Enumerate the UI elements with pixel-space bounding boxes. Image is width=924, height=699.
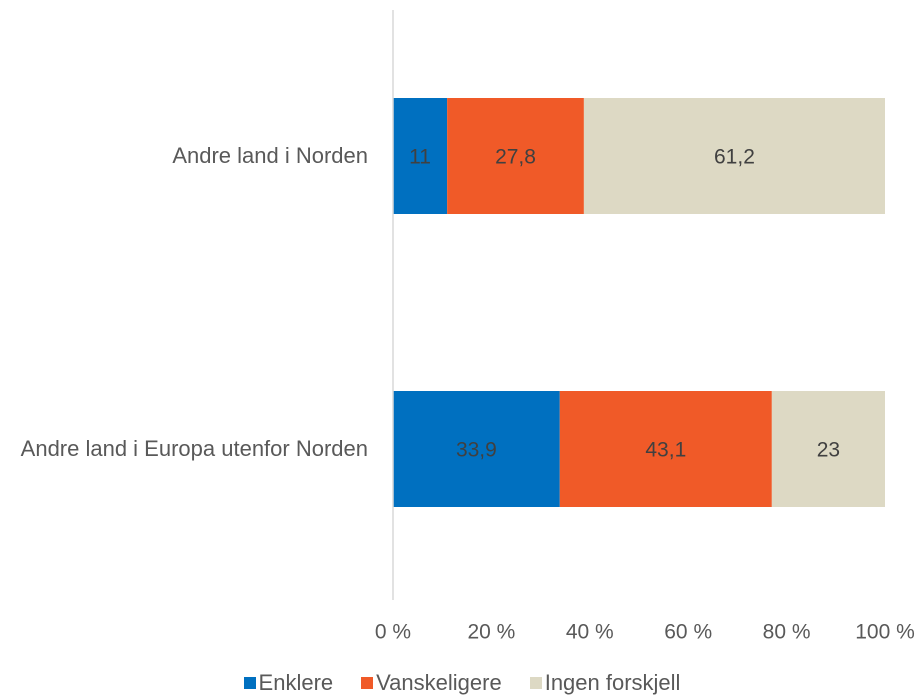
category-label: Andre land i Norden [172, 143, 368, 168]
legend-label: Enklere [258, 670, 334, 695]
data-label: 23 [817, 439, 840, 462]
category-label-box: Andre land i Norden [0, 141, 368, 171]
legend-entry: Enklere [243, 670, 334, 696]
data-label: 27,8 [495, 146, 536, 169]
x-tick-label: 40 % [566, 621, 614, 644]
x-tick-label: 60 % [664, 621, 712, 644]
bar-segment [447, 98, 584, 214]
data-label: 33,9 [456, 439, 497, 462]
category-label-box: Andre land i Europa utenfor Norden [0, 434, 368, 464]
data-label: 43,1 [645, 439, 686, 462]
legend: Enklere Vanskeligere Ingen forskjell [0, 670, 924, 696]
bar-segment [393, 98, 448, 214]
x-tick-label: 100 % [855, 621, 915, 644]
legend-entry: Ingen forskjell [529, 670, 681, 696]
x-tick-label: 20 % [467, 621, 515, 644]
bar-segment [393, 391, 560, 507]
bar-segment [583, 98, 885, 214]
bar-segment [771, 391, 885, 507]
legend-label: Ingen forskjell [544, 670, 681, 695]
legend-swatch [361, 677, 374, 689]
bar-segment [559, 391, 772, 507]
x-tick-label: 0 % [375, 621, 411, 644]
legend-swatch [243, 677, 256, 689]
category-label: Andre land i Europa utenfor Norden [20, 436, 368, 461]
legend-swatch [529, 677, 542, 689]
data-label: 11 [409, 146, 431, 169]
legend-entry: Vanskeligere [361, 670, 502, 696]
legend-label: Vanskeligere [376, 670, 502, 695]
x-tick-label: 80 % [763, 621, 811, 644]
data-label: 61,2 [714, 146, 755, 169]
